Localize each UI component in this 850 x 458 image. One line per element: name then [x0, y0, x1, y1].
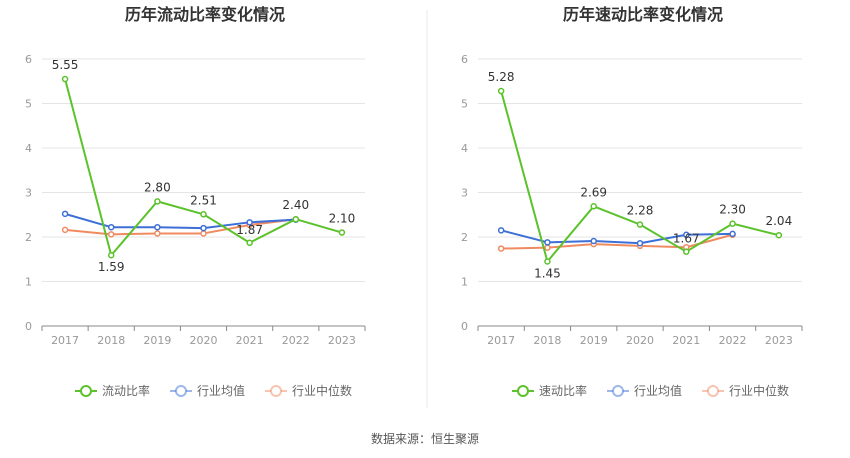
chart2-data-label: 2.28	[627, 204, 654, 218]
chart1-data-label: 2.10	[329, 212, 356, 226]
chart2-data-label: 2.69	[580, 185, 607, 199]
chart1-series-1-point	[154, 198, 161, 205]
chart1-legend-label: 行业中位数	[292, 383, 352, 398]
chart2-series-3-point	[544, 244, 551, 251]
chart1-series-2-point	[61, 210, 69, 218]
chart1-x-tick-label: 2022	[282, 334, 310, 347]
chart1-series-1-point	[107, 251, 115, 259]
chart2-y-tick-label: 4	[461, 142, 468, 155]
chart1-x-tick-label: 2018	[97, 334, 125, 347]
chart1-x-tick-label: 2020	[190, 334, 218, 347]
chart2-series-2-point	[729, 230, 736, 238]
chart2-series-1-point	[729, 220, 736, 227]
chart2-series-2-line	[500, 229, 733, 245]
chart1-y-tick-label: 3	[25, 187, 32, 200]
chart2-legend-marker	[707, 385, 719, 397]
chart1-y-tick-label: 0	[25, 320, 32, 333]
chart1-data-label: 2.51	[190, 193, 217, 207]
chart1-data-label: 1.87	[236, 223, 263, 237]
chart1-data-label: 2.40	[282, 198, 309, 212]
data-source-note: 数据来源：恒生聚源	[0, 430, 850, 447]
chart2-legend-label: 速动比率	[539, 383, 587, 398]
chart1-series-3-point	[61, 226, 69, 234]
chart1-legend-marker	[175, 385, 187, 397]
chart1-series-3-point	[107, 231, 115, 238]
chart2-series-3-line	[501, 233, 733, 250]
chart1-y-tick-label: 5	[25, 98, 32, 111]
chart2-series-1-point	[683, 248, 690, 255]
chart1-series-1-point	[338, 229, 346, 236]
chart2-series-1-point	[544, 258, 551, 265]
chart1-series-2-point	[246, 219, 253, 226]
chart2-legend-marker	[612, 385, 624, 397]
chart2-series-1-point	[497, 87, 505, 95]
chart1-y-tick-label: 2	[25, 231, 32, 244]
chart1-series-1-point	[61, 75, 69, 83]
chart2-series-1-line	[500, 90, 780, 263]
chart2-x-tick-label: 2019	[580, 334, 608, 347]
data-source-name: 恒生聚源	[431, 432, 480, 446]
chart1-series-1-point	[200, 211, 207, 218]
chart2-data-label: 2.04	[765, 214, 792, 228]
chart2-data-label: 1.45	[534, 266, 561, 280]
chart1-data-label: 2.80	[144, 180, 171, 194]
chart2-series-2-point	[636, 239, 644, 247]
chart1-series-2-point	[200, 224, 207, 232]
chart1-series-1-point	[246, 239, 253, 247]
chart2-x-tick-label: 2018	[533, 334, 561, 347]
chart2-y-tick-label: 3	[461, 187, 468, 200]
chart2-x-tick-label: 2022	[719, 334, 747, 347]
chart1-title: 历年流动比率变化情况	[125, 5, 285, 24]
chart2-x-tick-label: 2017	[487, 334, 515, 347]
chart2-y-tick-label: 1	[461, 276, 468, 289]
chart2-y-tick-label: 0	[461, 320, 468, 333]
chart2-y-tick-label: 6	[461, 53, 468, 66]
data-source-label: 数据来源：	[370, 432, 431, 446]
chart2-series-2-point	[497, 227, 505, 234]
chart1-x-tick-label: 2023	[328, 334, 356, 347]
chart2-x-tick-label: 2023	[765, 334, 793, 347]
chart2-legend-label: 行业均值	[634, 383, 682, 398]
chart2-legend-marker	[517, 385, 529, 397]
chart1-series-2-point	[107, 223, 115, 231]
chart2-data-label: 2.30	[719, 203, 746, 217]
chart2-y-tick-label: 5	[461, 98, 468, 111]
chart1-series-1-point	[292, 215, 300, 223]
chart2-series-1-point	[636, 221, 644, 228]
chart2-title: 历年速动比率变化情况	[563, 5, 723, 24]
chart2-series-1-point	[590, 203, 597, 210]
chart1-y-tick-label: 6	[25, 53, 32, 66]
chart2-x-tick-label: 2021	[672, 334, 700, 347]
chart2-series-1-point	[775, 231, 783, 239]
chart2-data-label: 5.28	[488, 70, 515, 84]
chart2-y-tick-label: 2	[461, 231, 468, 244]
chart1-legend-label: 行业均值	[197, 383, 245, 398]
chart2-series-2-point	[544, 239, 551, 246]
chart1-legend-label: 流动比率	[102, 383, 150, 398]
chart1-data-label: 1.59	[98, 260, 125, 274]
chart1-data-label: 5.55	[52, 58, 79, 72]
chart2-data-label: 1.67	[673, 232, 700, 246]
chart1-y-tick-label: 4	[25, 142, 32, 155]
chart1-series-3-point	[200, 230, 207, 237]
chart2-series-3-point	[497, 245, 505, 252]
chart1-y-tick-label: 1	[25, 276, 32, 289]
chart1-legend-marker	[80, 385, 92, 397]
chart2-x-tick-label: 2020	[626, 334, 654, 347]
chart1-series-2-point	[154, 223, 161, 231]
chart2-legend-label: 行业中位数	[729, 383, 789, 398]
chart1-series-3-line	[64, 218, 296, 236]
chart1-x-tick-label: 2021	[236, 334, 264, 347]
chart1-series-3-point	[154, 230, 161, 237]
chart1-x-tick-label: 2017	[51, 334, 79, 347]
chart2-series-2-point	[683, 231, 690, 239]
chart1-legend-marker	[270, 385, 282, 397]
chart2-series-2-point	[590, 237, 597, 245]
chart1-x-tick-label: 2019	[143, 334, 171, 347]
